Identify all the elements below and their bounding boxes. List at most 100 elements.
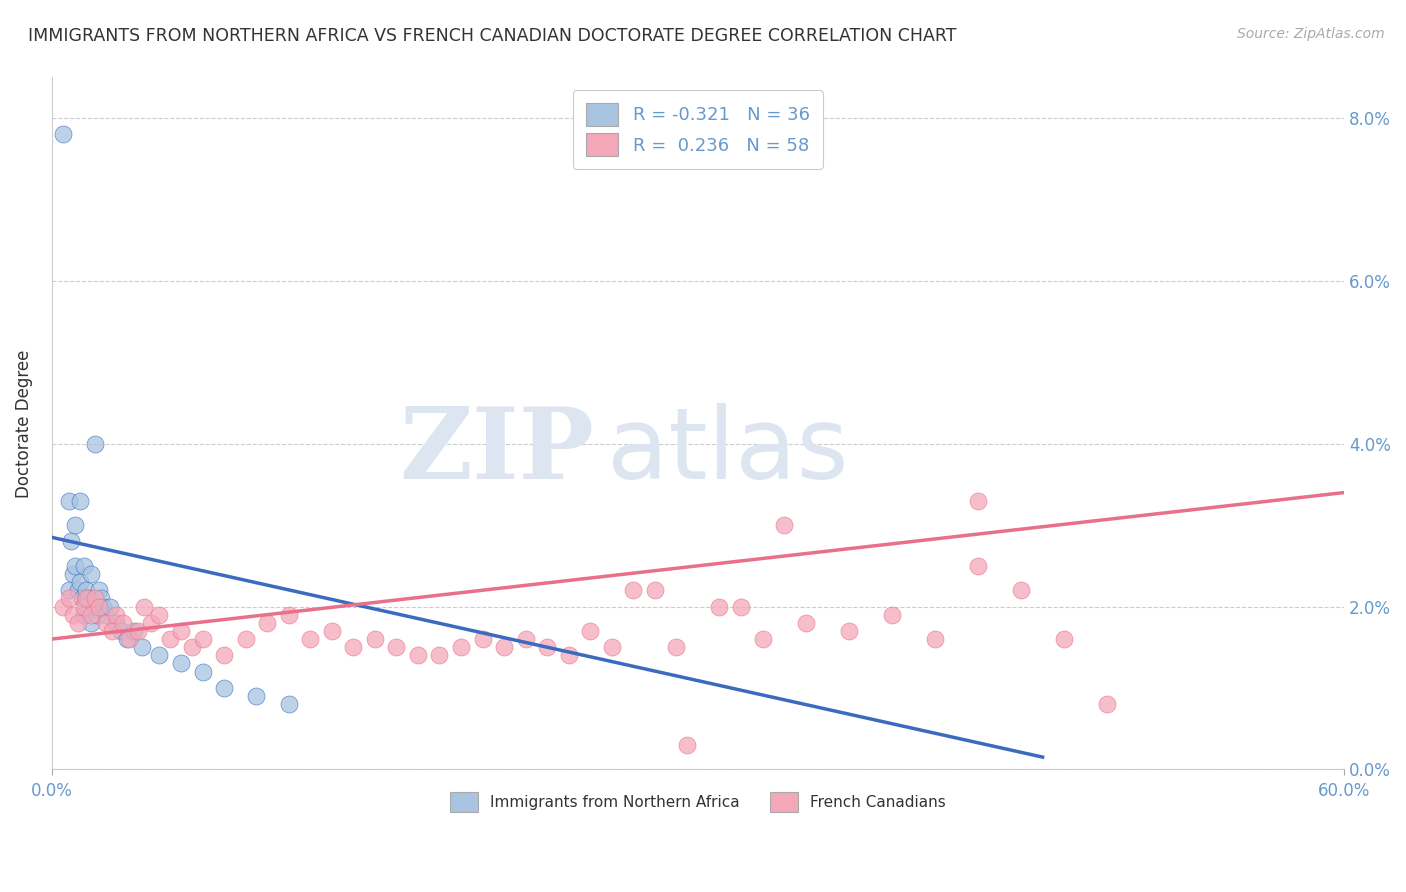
Point [89,583,111,598]
Point [170,624,193,638]
Point [342,640,364,655]
Point [364,632,387,646]
Point [406,648,429,663]
Point [429,648,451,663]
Point [110,624,132,638]
Point [105,615,128,630]
Point [75,583,97,598]
Legend: Immigrants from Northern Africa, French Canadians: Immigrants from Northern Africa, French … [439,780,957,824]
Point [450,640,472,655]
Point [180,640,202,655]
Point [115,632,138,646]
Point [838,624,860,638]
Point [277,607,299,622]
Point [730,599,752,614]
Point [471,632,494,646]
Point [70,591,93,606]
Point [98,599,121,614]
Point [77,591,100,606]
Point [94,615,117,630]
Point [245,689,267,703]
Point [1010,583,1032,598]
Point [62,566,84,581]
Point [90,591,112,606]
Text: IMMIGRANTS FROM NORTHERN AFRICA VS FRENCH CANADIAN DOCTORATE DEGREE CORRELATION : IMMIGRANTS FROM NORTHERN AFRICA VS FRENC… [28,27,956,45]
Point [69,493,91,508]
Point [148,648,170,663]
Point [118,632,141,646]
Point [79,566,101,581]
Point [212,648,235,663]
Point [65,558,87,573]
Point [79,607,101,622]
Point [191,665,214,679]
Point [880,607,903,622]
Point [86,607,108,622]
Point [212,681,235,695]
Point [51,599,73,614]
Point [924,632,946,646]
Point [122,624,145,638]
Point [58,493,80,508]
Point [101,624,124,638]
Point [139,615,162,630]
Point [385,640,408,655]
Point [536,640,558,655]
Point [66,615,89,630]
Point [79,615,101,630]
Point [621,583,644,598]
Point [65,518,87,533]
Point [773,518,796,533]
Point [709,599,731,614]
Point [967,493,990,508]
Point [644,583,666,598]
Point [494,640,516,655]
Y-axis label: Doctorate Degree: Doctorate Degree [15,349,32,498]
Point [191,632,214,646]
Point [579,624,602,638]
Text: atlas: atlas [607,402,849,500]
Point [321,624,343,638]
Point [51,128,73,142]
Point [1095,697,1118,711]
Point [83,599,105,614]
Point [89,599,111,614]
Point [515,632,537,646]
Point [105,607,128,622]
Point [665,640,688,655]
Point [676,738,699,752]
Point [751,632,773,646]
Point [148,607,170,622]
Point [794,615,817,630]
Point [58,591,80,606]
Point [159,632,181,646]
Point [73,607,96,622]
Point [73,558,96,573]
Point [75,591,97,606]
Point [69,575,91,590]
Point [600,640,623,655]
Point [134,599,156,614]
Point [131,640,153,655]
Text: ZIP: ZIP [399,402,595,500]
Point [94,607,117,622]
Point [256,615,278,630]
Point [66,583,89,598]
Text: Source: ZipAtlas.com: Source: ZipAtlas.com [1237,27,1385,41]
Point [967,558,990,573]
Point [299,632,322,646]
Point [83,436,105,450]
Point [83,591,105,606]
Point [127,624,149,638]
Point [277,697,299,711]
Point [62,607,84,622]
Point [58,583,80,598]
Point [73,599,96,614]
Point [170,657,193,671]
Point [60,534,83,549]
Point [111,615,134,630]
Point [1053,632,1076,646]
Point [235,632,257,646]
Point [93,599,115,614]
Point [557,648,579,663]
